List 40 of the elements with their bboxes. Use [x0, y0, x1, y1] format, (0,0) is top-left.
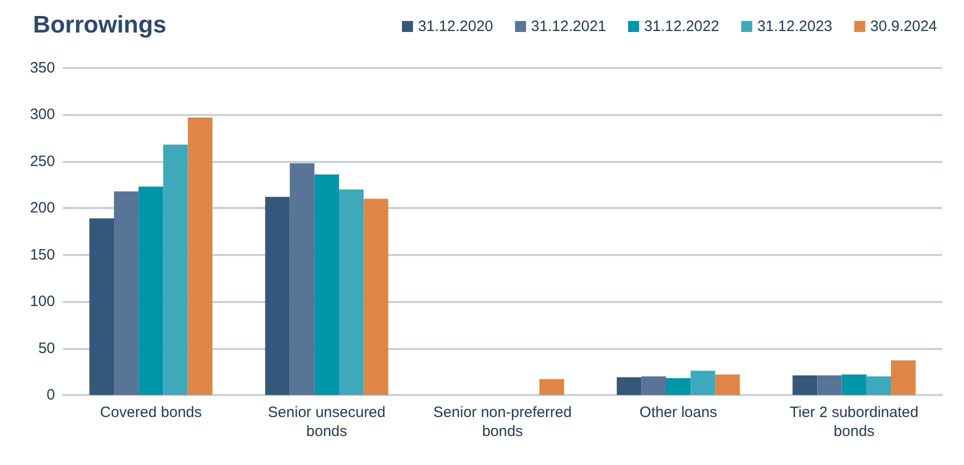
x-tick-label: Senior non-preferred bonds: [433, 404, 572, 440]
bar: [690, 370, 716, 395]
chart-title: Borrowings: [33, 12, 166, 38]
bar: [666, 378, 691, 395]
bar: [89, 218, 114, 395]
bar: [138, 186, 164, 395]
bar: [866, 376, 892, 395]
bar: [290, 163, 314, 395]
y-tick-label: 350: [30, 60, 55, 76]
bar: [616, 377, 642, 395]
bar: [715, 374, 740, 395]
legend-label: 31.12.2021: [531, 18, 606, 35]
x-tick-label: Other loans: [640, 404, 718, 421]
bar: [539, 379, 564, 395]
y-tick-label: 250: [30, 152, 55, 170]
bar: [641, 376, 666, 395]
x-tick-label: Tier 2 subordinated bonds: [790, 404, 918, 440]
bar: [265, 196, 290, 395]
y-tick-label: 50: [38, 340, 55, 357]
y-tick-label: 200: [30, 200, 55, 217]
bar: [842, 374, 866, 395]
bar: [817, 375, 842, 395]
x-tick-label: Covered bonds: [100, 404, 202, 421]
x-tick-label: Senior unsecured bonds: [268, 404, 386, 440]
legend-label: 31.12.2020: [418, 18, 494, 35]
bar: [163, 144, 188, 395]
y-tick-label: 300: [30, 106, 55, 124]
bar: [314, 174, 340, 395]
y-tick-label: 100: [30, 293, 55, 310]
bar: [188, 118, 212, 395]
bar: [364, 198, 388, 395]
bar: [114, 191, 139, 395]
bar: [339, 189, 364, 395]
legend-label: 31.12.2023: [757, 18, 832, 35]
bar: [792, 375, 818, 395]
legend-label: 30.9.2024: [870, 18, 938, 35]
bar: [891, 360, 916, 395]
legend-label: 31.12.2022: [644, 18, 720, 35]
y-tick-label: 0: [46, 386, 55, 404]
y-tick-label: 150: [30, 246, 55, 264]
